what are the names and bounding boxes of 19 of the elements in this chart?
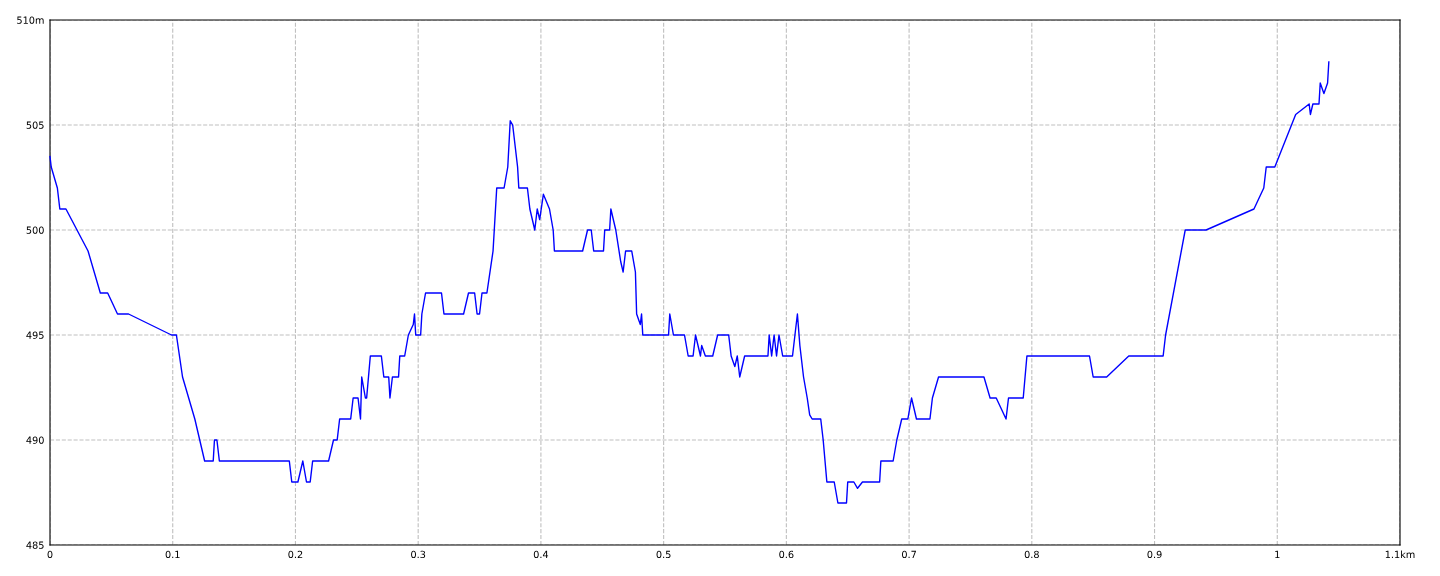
x-tick-label: 0.5	[656, 550, 671, 559]
x-tick-label: 0.3	[411, 550, 426, 559]
y-tick-label: 510m	[17, 16, 44, 24]
y-tick-label: 485	[26, 541, 44, 549]
x-tick-label: 1.1km	[1385, 550, 1415, 558]
x-tick-label: 0.2	[288, 550, 303, 559]
line-series	[49, 61, 1330, 504]
x-tick-label: 0.6	[779, 550, 794, 559]
x-tick-label: 0.9	[1147, 550, 1162, 559]
x-tick-label: 0.1	[165, 550, 180, 559]
x-tick-label: 0.8	[1024, 550, 1039, 559]
y-tick-label: 500	[26, 226, 44, 234]
x-tick-label: 0	[47, 550, 53, 559]
x-tick-label: 0.4	[533, 550, 549, 559]
x-tick-label: 1	[1275, 550, 1280, 558]
y-tick-label: 505	[26, 121, 44, 129]
y-tick-label: 495	[26, 331, 44, 339]
x-tick-label: 0.7	[902, 550, 916, 559]
y-tick-label: 490	[26, 436, 44, 444]
